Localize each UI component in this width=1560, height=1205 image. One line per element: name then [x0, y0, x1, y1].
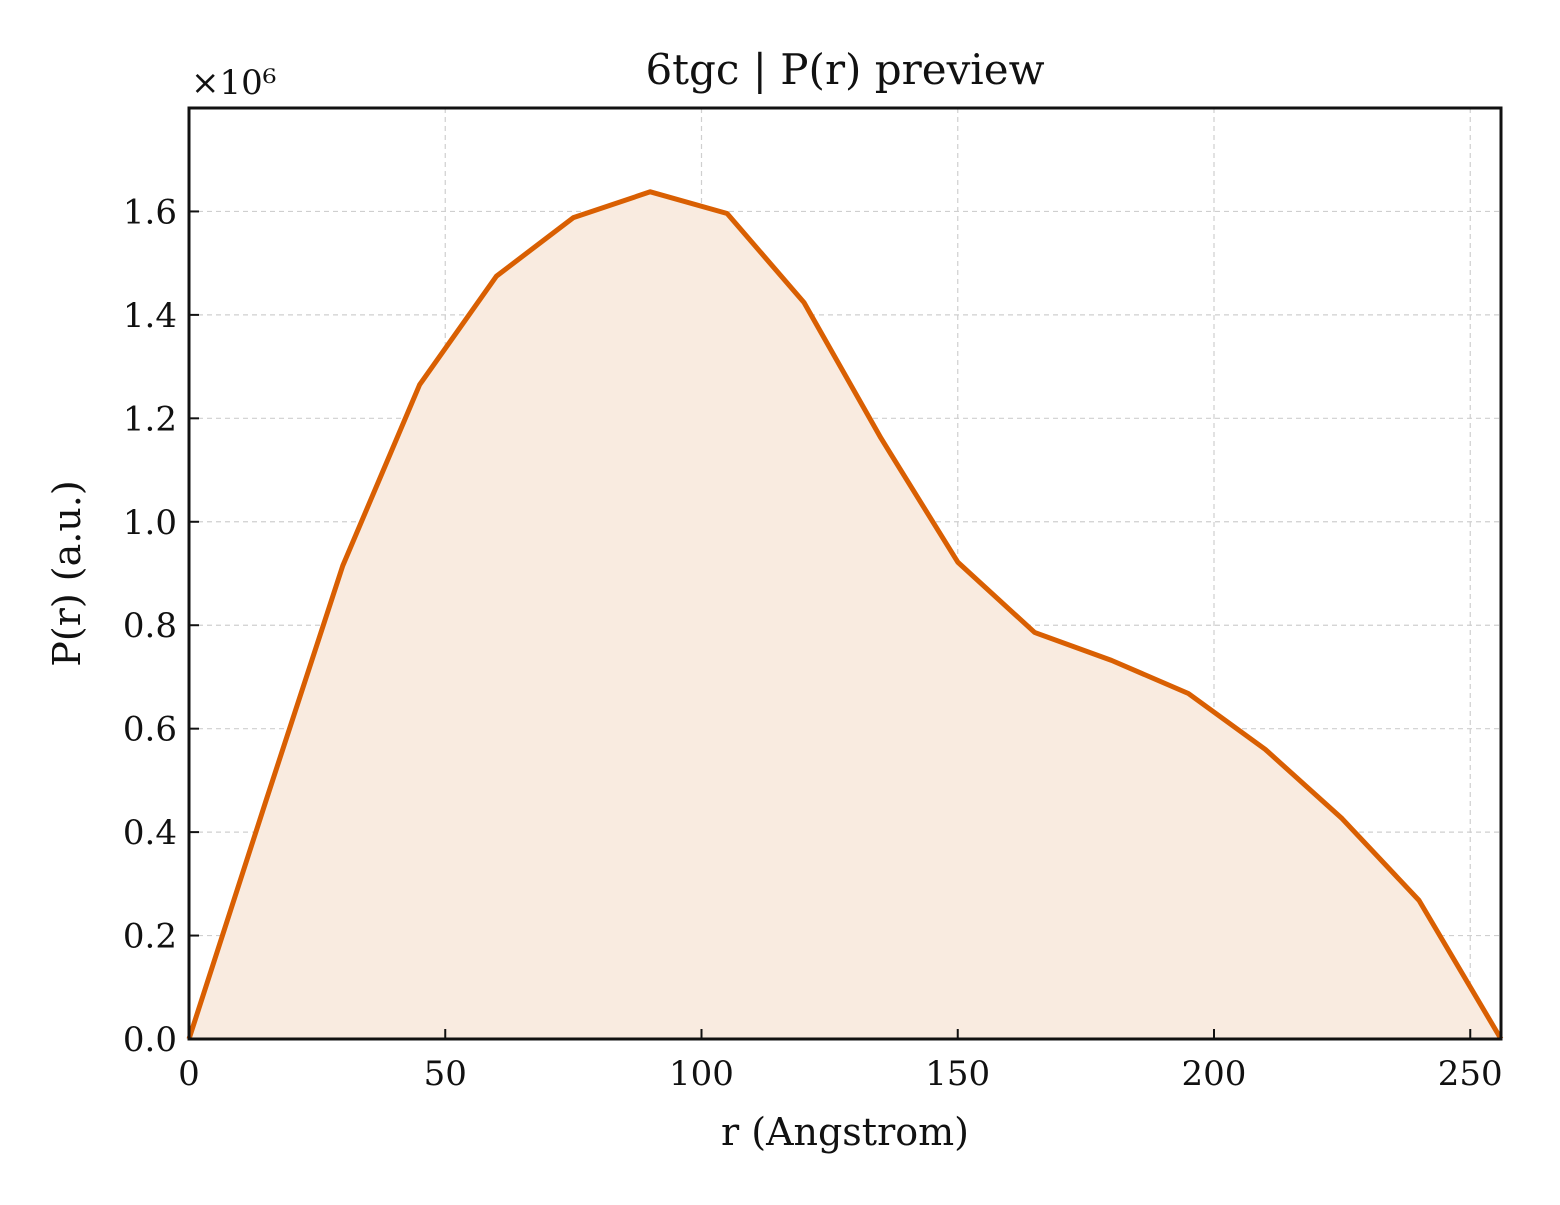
x-tick-label: 150 — [925, 1054, 990, 1094]
x-tick-label: 250 — [1438, 1054, 1503, 1094]
pr-area-fill — [189, 192, 1501, 1039]
x-tick-label: 0 — [178, 1054, 200, 1094]
y-tick-label: 0.6 — [123, 710, 177, 750]
x-axis-label: r (Angstrom) — [721, 1110, 969, 1154]
y-tick-label: 0.2 — [123, 917, 177, 957]
y-tick-label: 0.0 — [123, 1020, 177, 1060]
y-tick-label: 1.6 — [123, 192, 177, 232]
y-offset-label: ×10⁶ — [191, 63, 276, 103]
x-tick-label: 50 — [424, 1054, 467, 1094]
x-tick-label: 200 — [1182, 1054, 1247, 1094]
y-axis-label: P(r) (a.u.) — [45, 480, 89, 666]
chart-title: 6tgc | P(r) preview — [645, 45, 1044, 94]
y-tick-label: 0.4 — [123, 813, 177, 853]
x-tick-label: 100 — [669, 1054, 734, 1094]
y-tick-label: 0.8 — [123, 606, 177, 646]
y-tick-label: 1.0 — [123, 503, 177, 543]
y-tick-label: 1.2 — [123, 399, 177, 439]
y-tick-label: 1.4 — [123, 296, 177, 336]
